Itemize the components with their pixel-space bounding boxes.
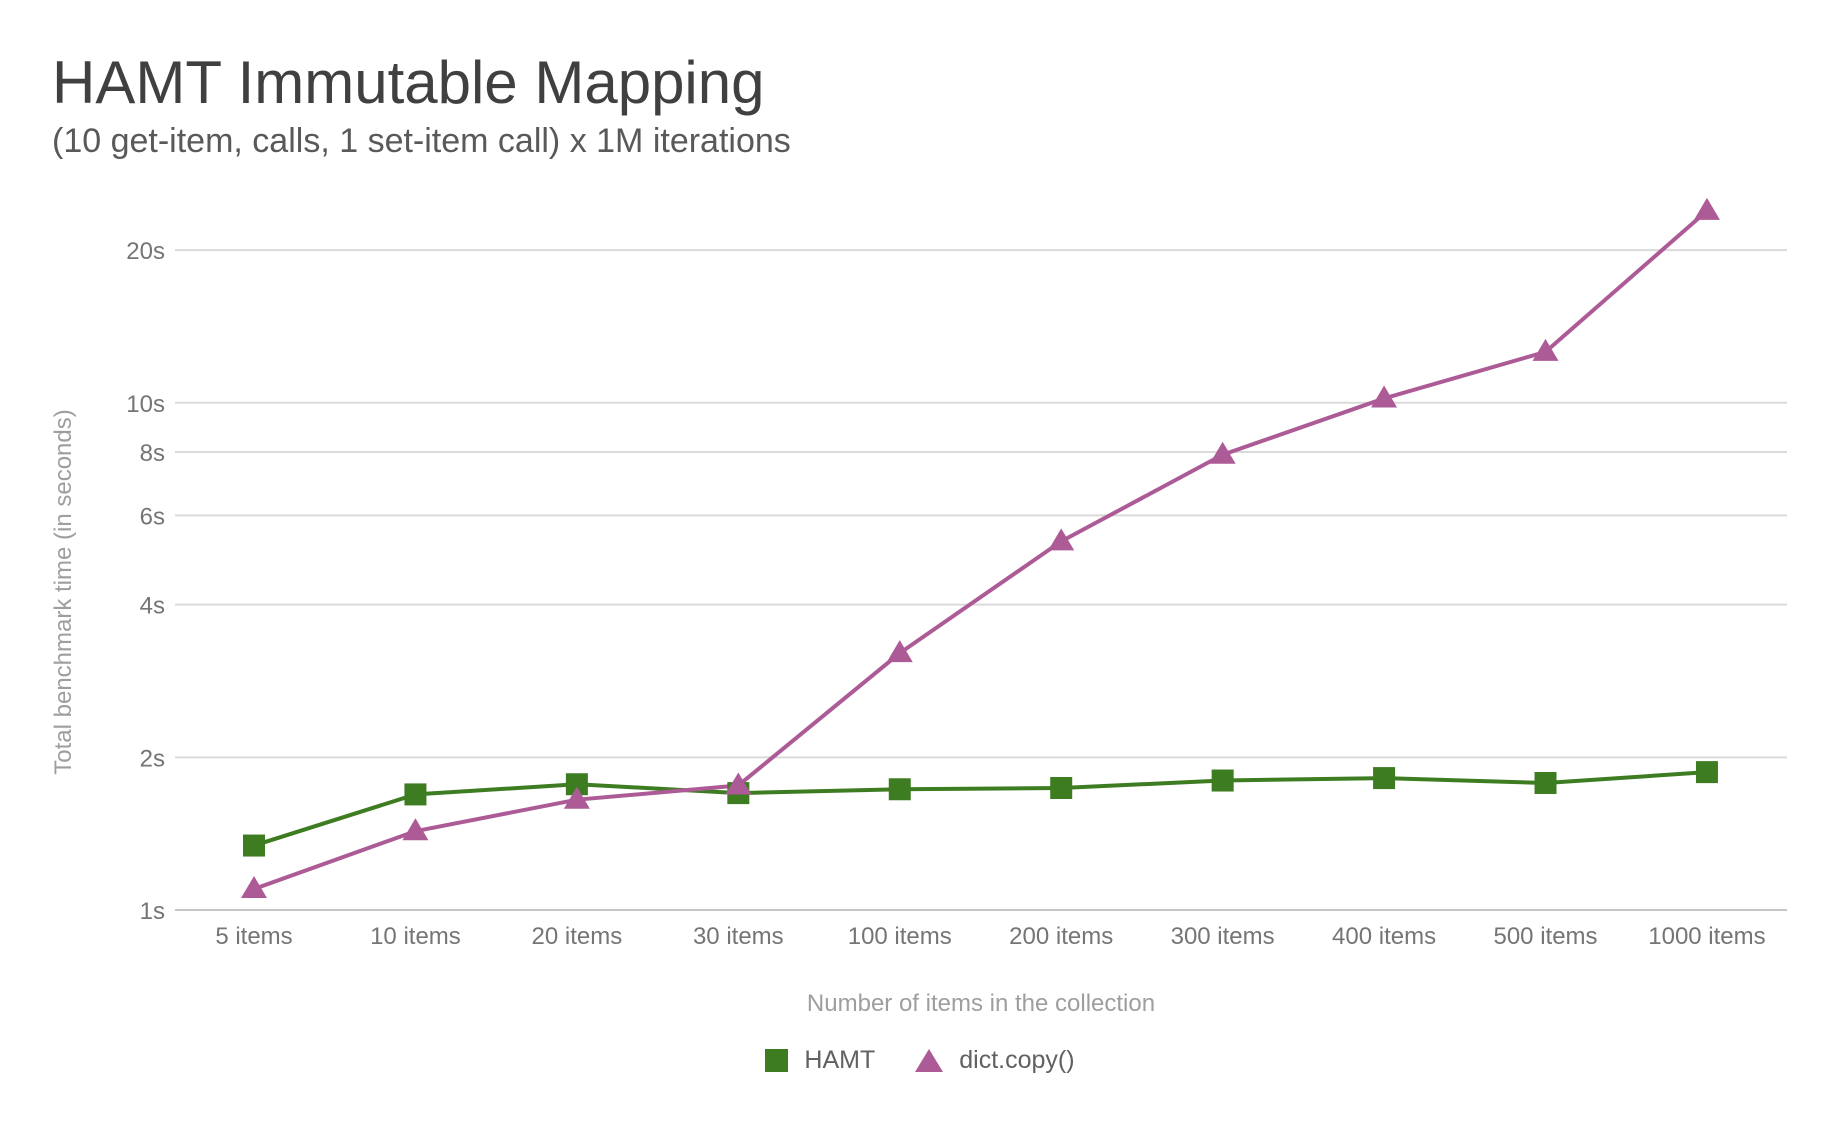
hamt-point-marker xyxy=(243,834,265,857)
y-tick-label: 10s xyxy=(126,391,165,418)
hamt-point-marker xyxy=(888,778,911,801)
hamt-point-marker xyxy=(1050,776,1073,799)
legend-label-hamt: HAMT xyxy=(804,1046,876,1074)
hamt-point-marker xyxy=(1534,771,1557,794)
dictcopy-point-marker xyxy=(1048,528,1075,551)
y-tick-label: 2s xyxy=(140,745,165,772)
x-tick-label: 1000 items xyxy=(1648,923,1765,950)
hamt-point-marker xyxy=(404,783,427,806)
legend-label-dictcopy: dict.copy() xyxy=(959,1046,1075,1074)
dictcopy-point-marker xyxy=(725,772,752,795)
y-tick-label: 4s xyxy=(140,593,165,620)
legend: HAMT dict.copy() xyxy=(0,1046,1840,1075)
x-tick-label: 500 items xyxy=(1493,923,1597,950)
x-tick-label: 300 items xyxy=(1171,923,1275,950)
hamt-square-icon xyxy=(765,1049,789,1072)
dictcopy-point-marker xyxy=(402,818,429,841)
legend-item-hamt: HAMT xyxy=(765,1046,875,1075)
dictcopy-point-marker xyxy=(1693,197,1720,220)
x-tick-label: 200 items xyxy=(1009,923,1113,950)
dictcopy-triangle-icon xyxy=(915,1049,944,1072)
x-tick-label: 100 items xyxy=(848,923,952,950)
x-tick-label: 5 items xyxy=(215,923,292,950)
dictcopy-line xyxy=(252,208,1709,892)
y-tick-label: 8s xyxy=(140,440,165,467)
y-tick-label: 20s xyxy=(126,238,165,265)
x-tick-label: 20 items xyxy=(532,923,623,950)
hamt-point-marker xyxy=(1695,761,1718,784)
x-axis-title: Number of items in the collection xyxy=(806,990,1156,1017)
x-tick-label: 10 items xyxy=(370,923,461,950)
dictcopy-point-marker xyxy=(241,876,267,899)
dictcopy-point-marker xyxy=(1209,441,1236,464)
dictcopy-point-marker xyxy=(1532,338,1559,361)
hamt-point-marker xyxy=(1373,767,1396,790)
hamt-point-marker xyxy=(565,773,588,796)
x-tick-label: 400 items xyxy=(1332,923,1436,950)
dictcopy-point-marker xyxy=(886,640,913,663)
chart-title: HAMT Immutable Mapping xyxy=(52,49,765,116)
y-tick-label: 1s xyxy=(140,898,165,925)
hamt-line xyxy=(252,770,1709,848)
chart-subtitle: (10 get-item, calls, 1 set-item call) x … xyxy=(52,122,791,160)
y-tick-label: 6s xyxy=(140,503,165,530)
legend-item-dictcopy: dict.copy() xyxy=(915,1046,1075,1075)
x-tick-label: 30 items xyxy=(693,923,784,950)
dictcopy-point-marker xyxy=(1371,385,1398,408)
hamt-point-marker xyxy=(1211,769,1234,792)
dictcopy-point-marker xyxy=(563,786,590,809)
